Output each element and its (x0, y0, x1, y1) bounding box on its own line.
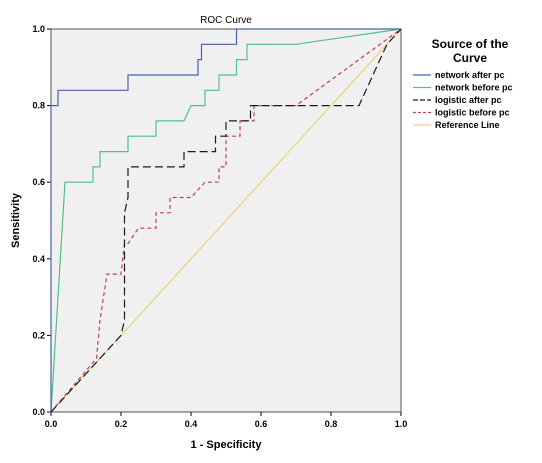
legend-label: network before pc (435, 83, 513, 93)
x-axis: 0.0 0.2 0.4 0.6 0.8 1.0 (45, 412, 408, 429)
legend-label: logistic before pc (435, 108, 510, 118)
chart-title: ROC Curve (200, 15, 252, 26)
y-tick-label: 0.2 (32, 330, 45, 340)
x-axis-title: 1 - Specificity (191, 439, 263, 451)
x-tick-label: 0.2 (115, 419, 128, 429)
x-tick-label: 0.8 (325, 419, 338, 429)
x-tick-label: 1.0 (395, 419, 408, 429)
series-line-network-before-pc (50, 28, 402, 413)
x-tick-label: 0.4 (185, 419, 198, 429)
y-tick-label: 0.4 (32, 254, 45, 264)
legend: Source of the Curve network after pcnetw… (413, 37, 513, 130)
series-layer (50, 28, 402, 413)
y-axis-title: Sensitivity (10, 192, 22, 248)
legend-items: network after pc network before pc logisti… (413, 70, 513, 130)
legend-label: network after pc (435, 70, 505, 80)
legend-label: Reference Line (435, 120, 500, 130)
y-tick-label: 0.0 (32, 407, 45, 417)
legend-label: logistic after pc (435, 95, 502, 105)
y-tick-label: 0.6 (32, 177, 45, 187)
legend-title-line-2: Curve (453, 51, 487, 65)
series-line-logistic-before-pc (50, 28, 402, 413)
legend-title: Source of the (432, 37, 509, 51)
x-tick-label: 0.6 (255, 419, 268, 429)
series-line-network-after-pc (50, 28, 401, 412)
y-tick-label: 1.0 (32, 24, 45, 34)
x-tick-label: 0.0 (45, 419, 58, 429)
y-axis: 0.0 0.2 0.4 0.6 0.8 1.0 (32, 24, 51, 417)
series-line-logistic-after-pc (50, 28, 402, 413)
y-tick-label: 0.8 (32, 101, 45, 111)
